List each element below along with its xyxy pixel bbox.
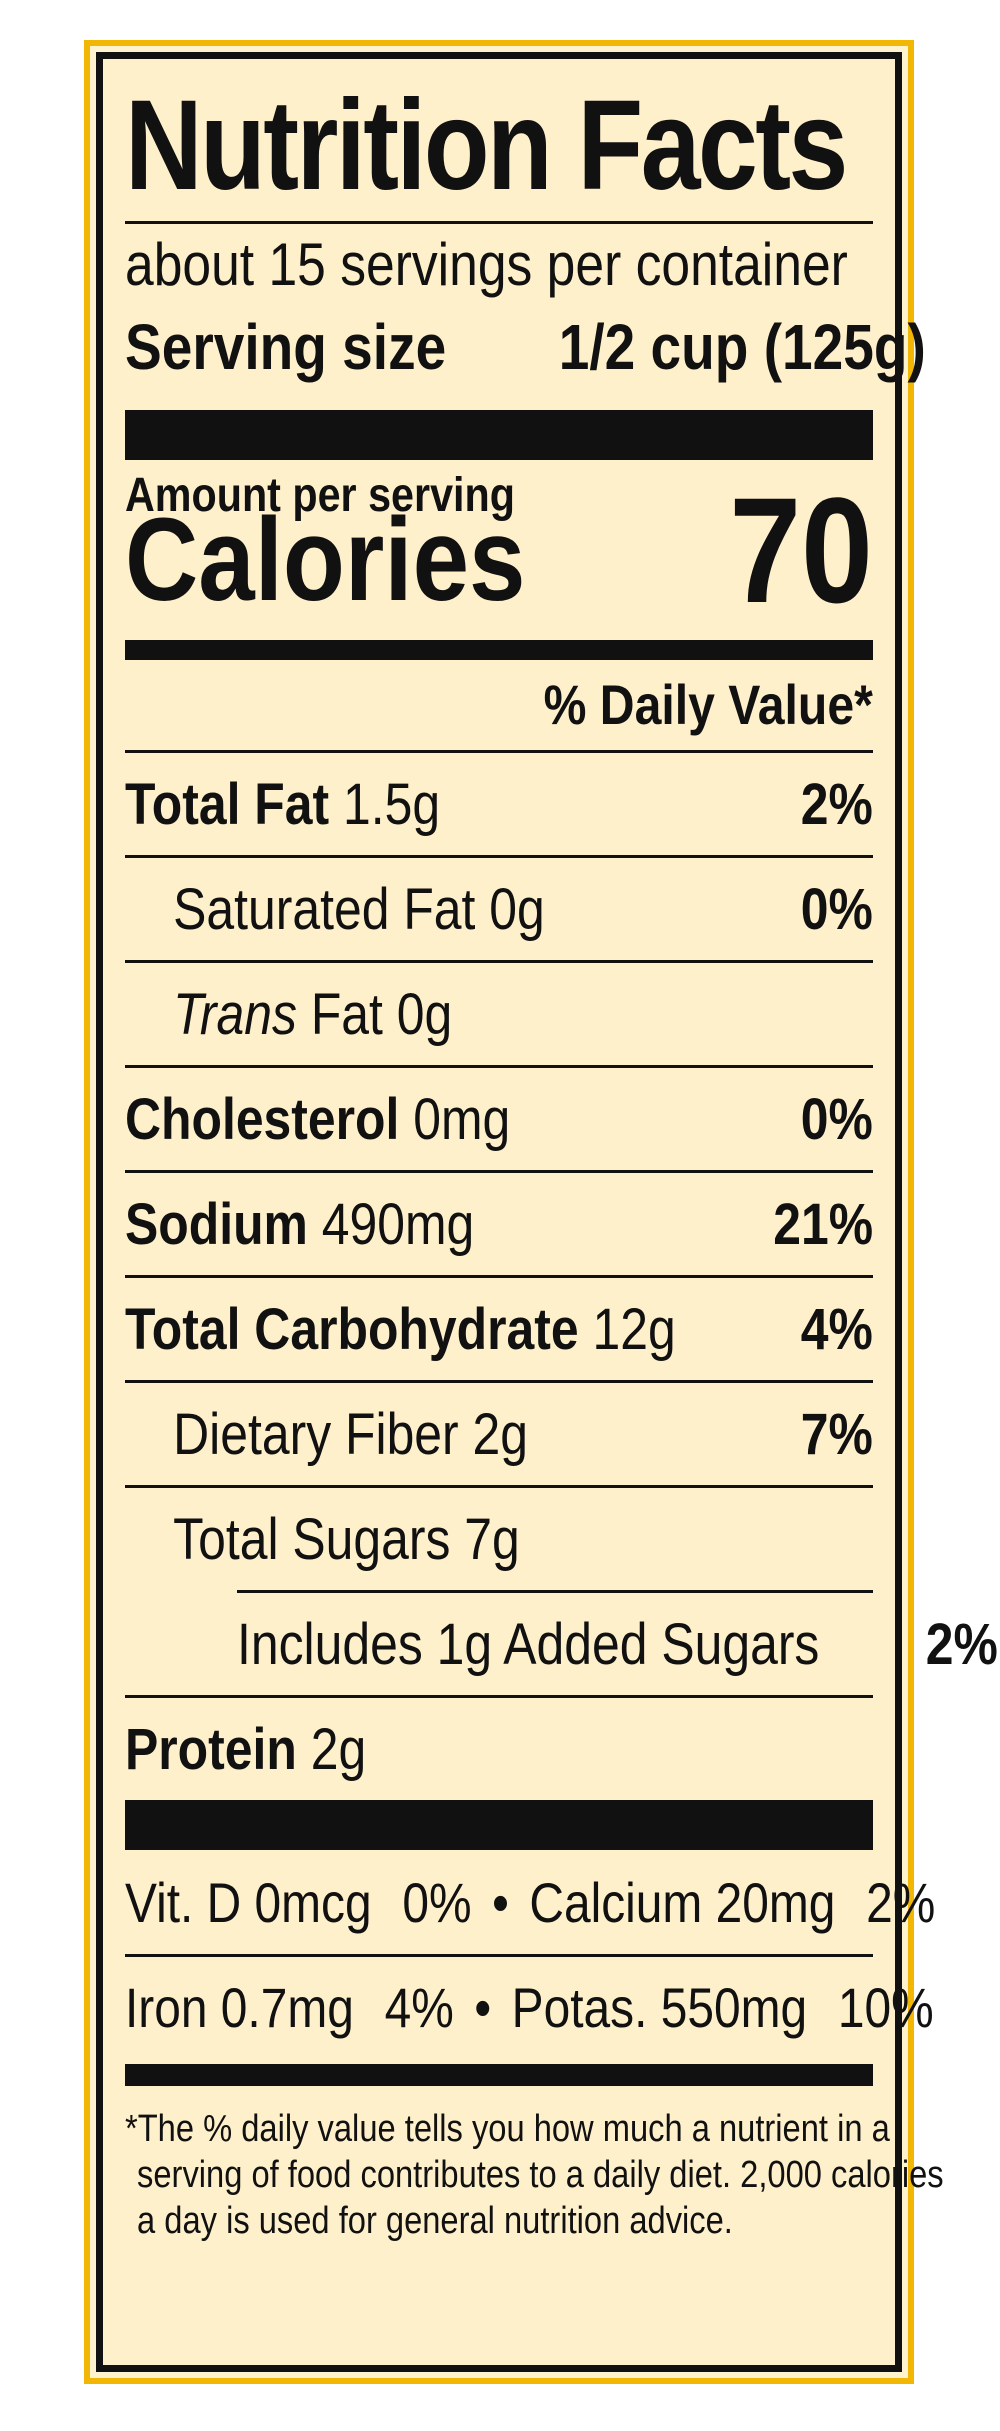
nutrient-name: Total Fat	[125, 771, 330, 837]
vitamin-dv: 10%	[837, 1976, 934, 2039]
calories-label: Calories	[125, 494, 526, 626]
nutrient-dv: 0%	[800, 1086, 873, 1152]
vitamin-row: Iron 0.7mg 4% • Potas. 550mg 10%	[125, 1954, 934, 2058]
nutrient-row-trans-fat: Trans Fat 0g	[125, 960, 873, 1065]
nutrient-amount: 0mg	[413, 1086, 511, 1152]
nutrient-row-total-sugars: Total Sugars 7g	[125, 1485, 873, 1590]
nutrient-dv: 0%	[800, 876, 873, 942]
nutrient-amount: 0g	[489, 876, 545, 942]
nutrient-dv: 2%	[800, 771, 873, 837]
nutrient-row-total-fat: Total Fat 1.5g 2%	[125, 750, 873, 855]
nutrient-name: Saturated Fat	[173, 876, 476, 942]
daily-value-header-text: % Daily Value*	[543, 673, 873, 736]
vitamin-dv: 2%	[866, 1870, 936, 1934]
nutrient-name: Trans	[173, 981, 297, 1047]
nutrient-amount: 490mg	[321, 1191, 475, 1257]
vitamin-name: Iron 0.7mg	[125, 1976, 354, 2039]
nutrient-amount: 2g	[472, 1401, 529, 1467]
vitamin-name: Calcium 20mg	[529, 1870, 836, 1934]
nutrient-amount: 12g	[592, 1296, 676, 1362]
nutrient-amount: 7g	[464, 1506, 520, 1572]
divider	[125, 221, 873, 224]
footnote-line: serving of food contributes to a daily d…	[137, 2154, 944, 2196]
vitamin-name: Vit. D 0mcg	[125, 1870, 372, 1934]
vitamin-row: Vit. D 0mcg 0% • Calcium 20mg 2%	[125, 1850, 935, 1954]
footnote: *The % daily value tells you how much a …	[125, 2106, 944, 2244]
nutrient-name: Total Carbohydrate	[125, 1296, 579, 1362]
nutrient-dv: 4%	[800, 1296, 873, 1362]
daily-value-header: % Daily Value*	[125, 660, 873, 750]
nutrition-facts-panel: Nutrition Facts about 15 servings per co…	[96, 52, 998, 2372]
nutrient-amount: 2g	[310, 1716, 367, 1782]
amount-per-serving: Amount per serving	[125, 469, 515, 522]
nutrition-label-frame: Nutrition Facts about 15 servings per co…	[84, 40, 998, 2384]
calories-row: Calories 70	[125, 475, 873, 625]
nutrient-dv: 21%	[773, 1191, 873, 1257]
calories-value: 70	[729, 466, 873, 634]
nutrient-amount: 1.5g	[342, 771, 441, 837]
nutrient-row-sodium: Sodium 490mg 21%	[125, 1170, 873, 1275]
thick-divider	[125, 1800, 873, 1850]
bullet-separator: •	[474, 1976, 492, 2039]
serving-size-row: Serving size 1/2 cup (125g)	[125, 306, 925, 388]
nutrient-name: Cholesterol	[125, 1086, 400, 1152]
serving-size-value: 1/2 cup (125g)	[558, 311, 926, 383]
vitamin-name: Potas. 550mg	[511, 1976, 808, 2039]
nutrient-name: Total Sugars	[173, 1506, 451, 1572]
footnote-line: a day is used for general nutrition advi…	[137, 2200, 733, 2242]
nutrient-row-dietary-fiber: Dietary Fiber 2g 7%	[125, 1380, 873, 1485]
serving-size-label: Serving size	[125, 311, 447, 383]
thick-divider	[125, 410, 873, 460]
label-title: Nutrition Facts	[125, 74, 848, 217]
bullet-separator: •	[492, 1870, 509, 1934]
nutrient-name: Dietary Fiber	[173, 1401, 459, 1467]
nutrient-dv: 2%	[925, 1611, 998, 1677]
nutrient-row-cholesterol: Cholesterol 0mg 0%	[125, 1065, 873, 1170]
nutrient-row-protein: Protein 2g	[125, 1695, 873, 1800]
nutrient-dv: 7%	[800, 1401, 873, 1467]
bottom-divider	[125, 2064, 873, 2086]
footnote-line: *The % daily value tells you how much a …	[125, 2108, 890, 2150]
servings-per-container: about 15 servings per container	[125, 231, 848, 298]
medium-divider	[125, 640, 873, 660]
nutrient-row-total-carbohydrate: Total Carbohydrate 12g 4%	[125, 1275, 873, 1380]
nutrient-row-added-sugars: Includes 1g Added Sugars 2%	[237, 1590, 998, 1695]
vitamin-dv: 4%	[384, 1976, 454, 2039]
nutrient-name: Includes 1g Added Sugars	[237, 1611, 820, 1677]
nutrient-name: Protein	[125, 1716, 297, 1782]
vitamin-dv: 0%	[402, 1870, 472, 1934]
nutrient-row-saturated-fat: Saturated Fat 0g 0%	[125, 855, 873, 960]
nutrient-name: Sodium	[125, 1191, 308, 1257]
nutrient-amount: Fat 0g	[310, 981, 453, 1047]
